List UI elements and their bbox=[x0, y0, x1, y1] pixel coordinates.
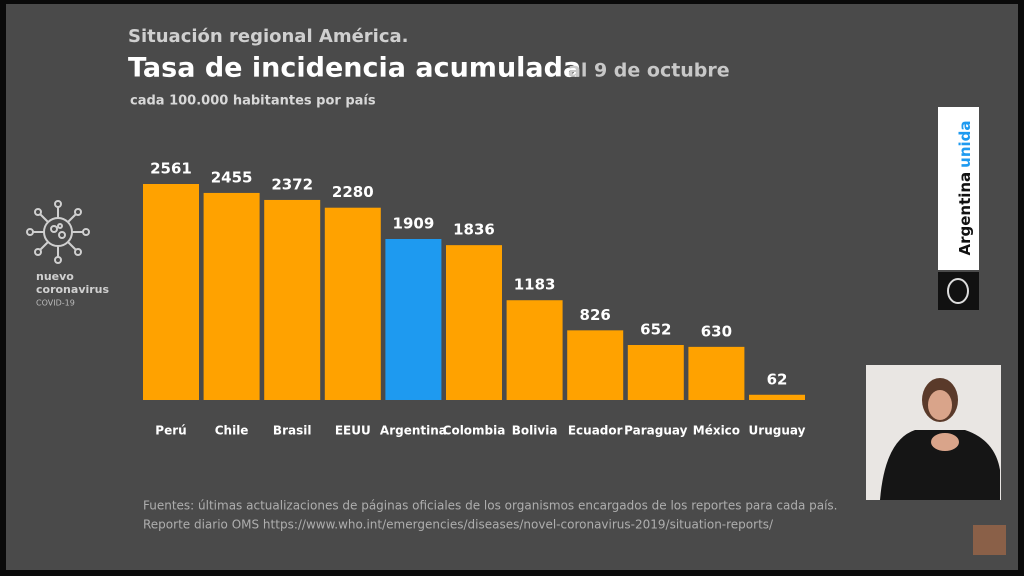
emblem bbox=[947, 278, 969, 304]
source-note: Fuentes: últimas actualizaciones de pági… bbox=[143, 499, 838, 513]
bar bbox=[567, 330, 624, 400]
x-tick-label: Ecuador bbox=[568, 424, 623, 438]
x-tick-label: Paraguay bbox=[624, 424, 687, 438]
chart-title: Tasa de incidencia acumulada bbox=[128, 53, 581, 84]
brand-strip bbox=[938, 107, 979, 270]
brand-text: Argentina unida bbox=[956, 120, 974, 255]
x-tick-label: México bbox=[693, 424, 740, 438]
x-tick-label: Colombia bbox=[443, 424, 506, 438]
logo-text: nuevo bbox=[36, 270, 74, 283]
x-tick-label: Perú bbox=[155, 424, 186, 438]
value-label: 1836 bbox=[453, 221, 495, 239]
value-label: 1909 bbox=[393, 214, 435, 232]
thumbnail bbox=[973, 525, 1006, 555]
chart-subtitle: cada 100.000 habitantes por país bbox=[130, 94, 376, 109]
value-label: 2280 bbox=[332, 183, 374, 201]
value-label: 652 bbox=[640, 321, 671, 339]
bar bbox=[688, 346, 745, 400]
x-tick-label: Brasil bbox=[273, 424, 312, 438]
supertitle: Situación regional América. bbox=[128, 26, 409, 47]
bar bbox=[506, 300, 563, 400]
value-label: 2455 bbox=[211, 168, 253, 186]
logo-text: coronavirus bbox=[36, 283, 110, 296]
bar bbox=[143, 184, 199, 400]
value-label: 630 bbox=[701, 322, 732, 340]
logo-tag: COVID-19 bbox=[36, 299, 75, 308]
bar bbox=[446, 245, 502, 400]
value-label: 826 bbox=[580, 306, 611, 324]
x-tick-label: Bolivia bbox=[512, 424, 558, 438]
value-label: 62 bbox=[767, 370, 788, 388]
x-tick-label: Chile bbox=[215, 424, 249, 438]
virus-icon bbox=[26, 200, 90, 264]
emblem-box bbox=[938, 272, 979, 310]
x-tick-label: Uruguay bbox=[749, 424, 806, 438]
brand-first: Argentina bbox=[956, 172, 974, 256]
bar bbox=[749, 394, 805, 400]
bar bbox=[385, 238, 442, 400]
value-label: 1183 bbox=[514, 276, 556, 294]
bar bbox=[264, 199, 321, 400]
source-note: Reporte diario OMS https://www.who.int/e… bbox=[143, 518, 774, 532]
bar bbox=[627, 345, 684, 400]
bar bbox=[203, 192, 260, 400]
x-tick-label: Argentina bbox=[380, 424, 447, 438]
date: al 9 de octubre bbox=[568, 60, 730, 82]
bar bbox=[324, 207, 381, 400]
interpreter-inset bbox=[866, 365, 1001, 500]
value-label: 2561 bbox=[150, 160, 192, 178]
x-tick-label: EEUU bbox=[335, 424, 371, 438]
value-label: 2372 bbox=[271, 175, 313, 193]
brand-second: unida bbox=[956, 120, 974, 167]
